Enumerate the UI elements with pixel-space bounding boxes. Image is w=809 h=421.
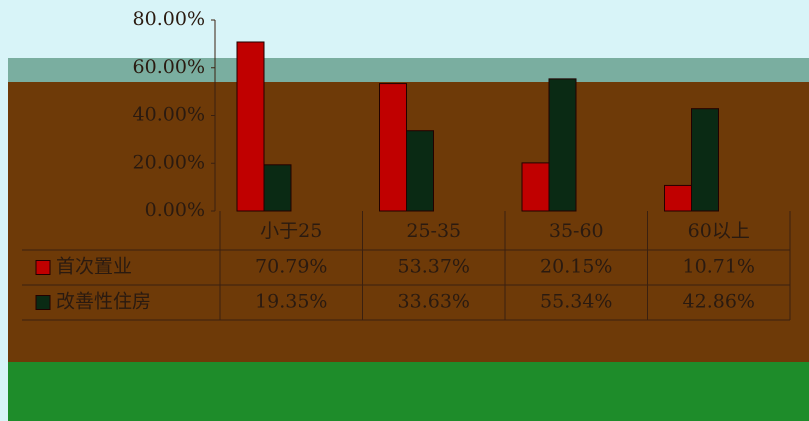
- table-value: 53.37%: [398, 256, 470, 278]
- x-tick-label: 小于25: [260, 220, 322, 242]
- bar: [263, 164, 292, 212]
- table-value: 10.71%: [683, 256, 755, 278]
- x-tick-label: 60以上: [688, 220, 750, 242]
- bar: [379, 83, 407, 212]
- y-tick-label: 20.00%: [133, 151, 205, 173]
- bar: [691, 108, 719, 212]
- bar: [521, 162, 550, 212]
- legend-label: 首次置业: [56, 256, 132, 278]
- x-tick-label: 25-35: [406, 220, 461, 242]
- legend-swatch: [35, 295, 51, 310]
- bar: [236, 41, 265, 212]
- plot-area: [8, 82, 809, 362]
- table-value: 70.79%: [255, 256, 327, 278]
- y-tick-label: 60.00%: [133, 56, 205, 78]
- y-tick-label: 0.00%: [145, 199, 205, 221]
- table-value: 20.15%: [540, 256, 612, 278]
- x-tick-label: 35-60: [549, 220, 604, 242]
- bar: [548, 78, 577, 212]
- legend-swatch: [35, 260, 51, 275]
- table-value: 19.35%: [255, 291, 327, 313]
- footer-band: [8, 362, 809, 421]
- table-value: 33.63%: [398, 291, 470, 313]
- table-value: 42.86%: [683, 291, 755, 313]
- band: [8, 58, 809, 82]
- y-tick-label: 40.00%: [133, 104, 205, 126]
- y-tick-label: 80.00%: [133, 8, 205, 30]
- legend-label: 改善性住房: [56, 291, 151, 313]
- bar: [406, 130, 434, 212]
- table-value: 55.34%: [540, 291, 612, 313]
- bar: [664, 184, 692, 212]
